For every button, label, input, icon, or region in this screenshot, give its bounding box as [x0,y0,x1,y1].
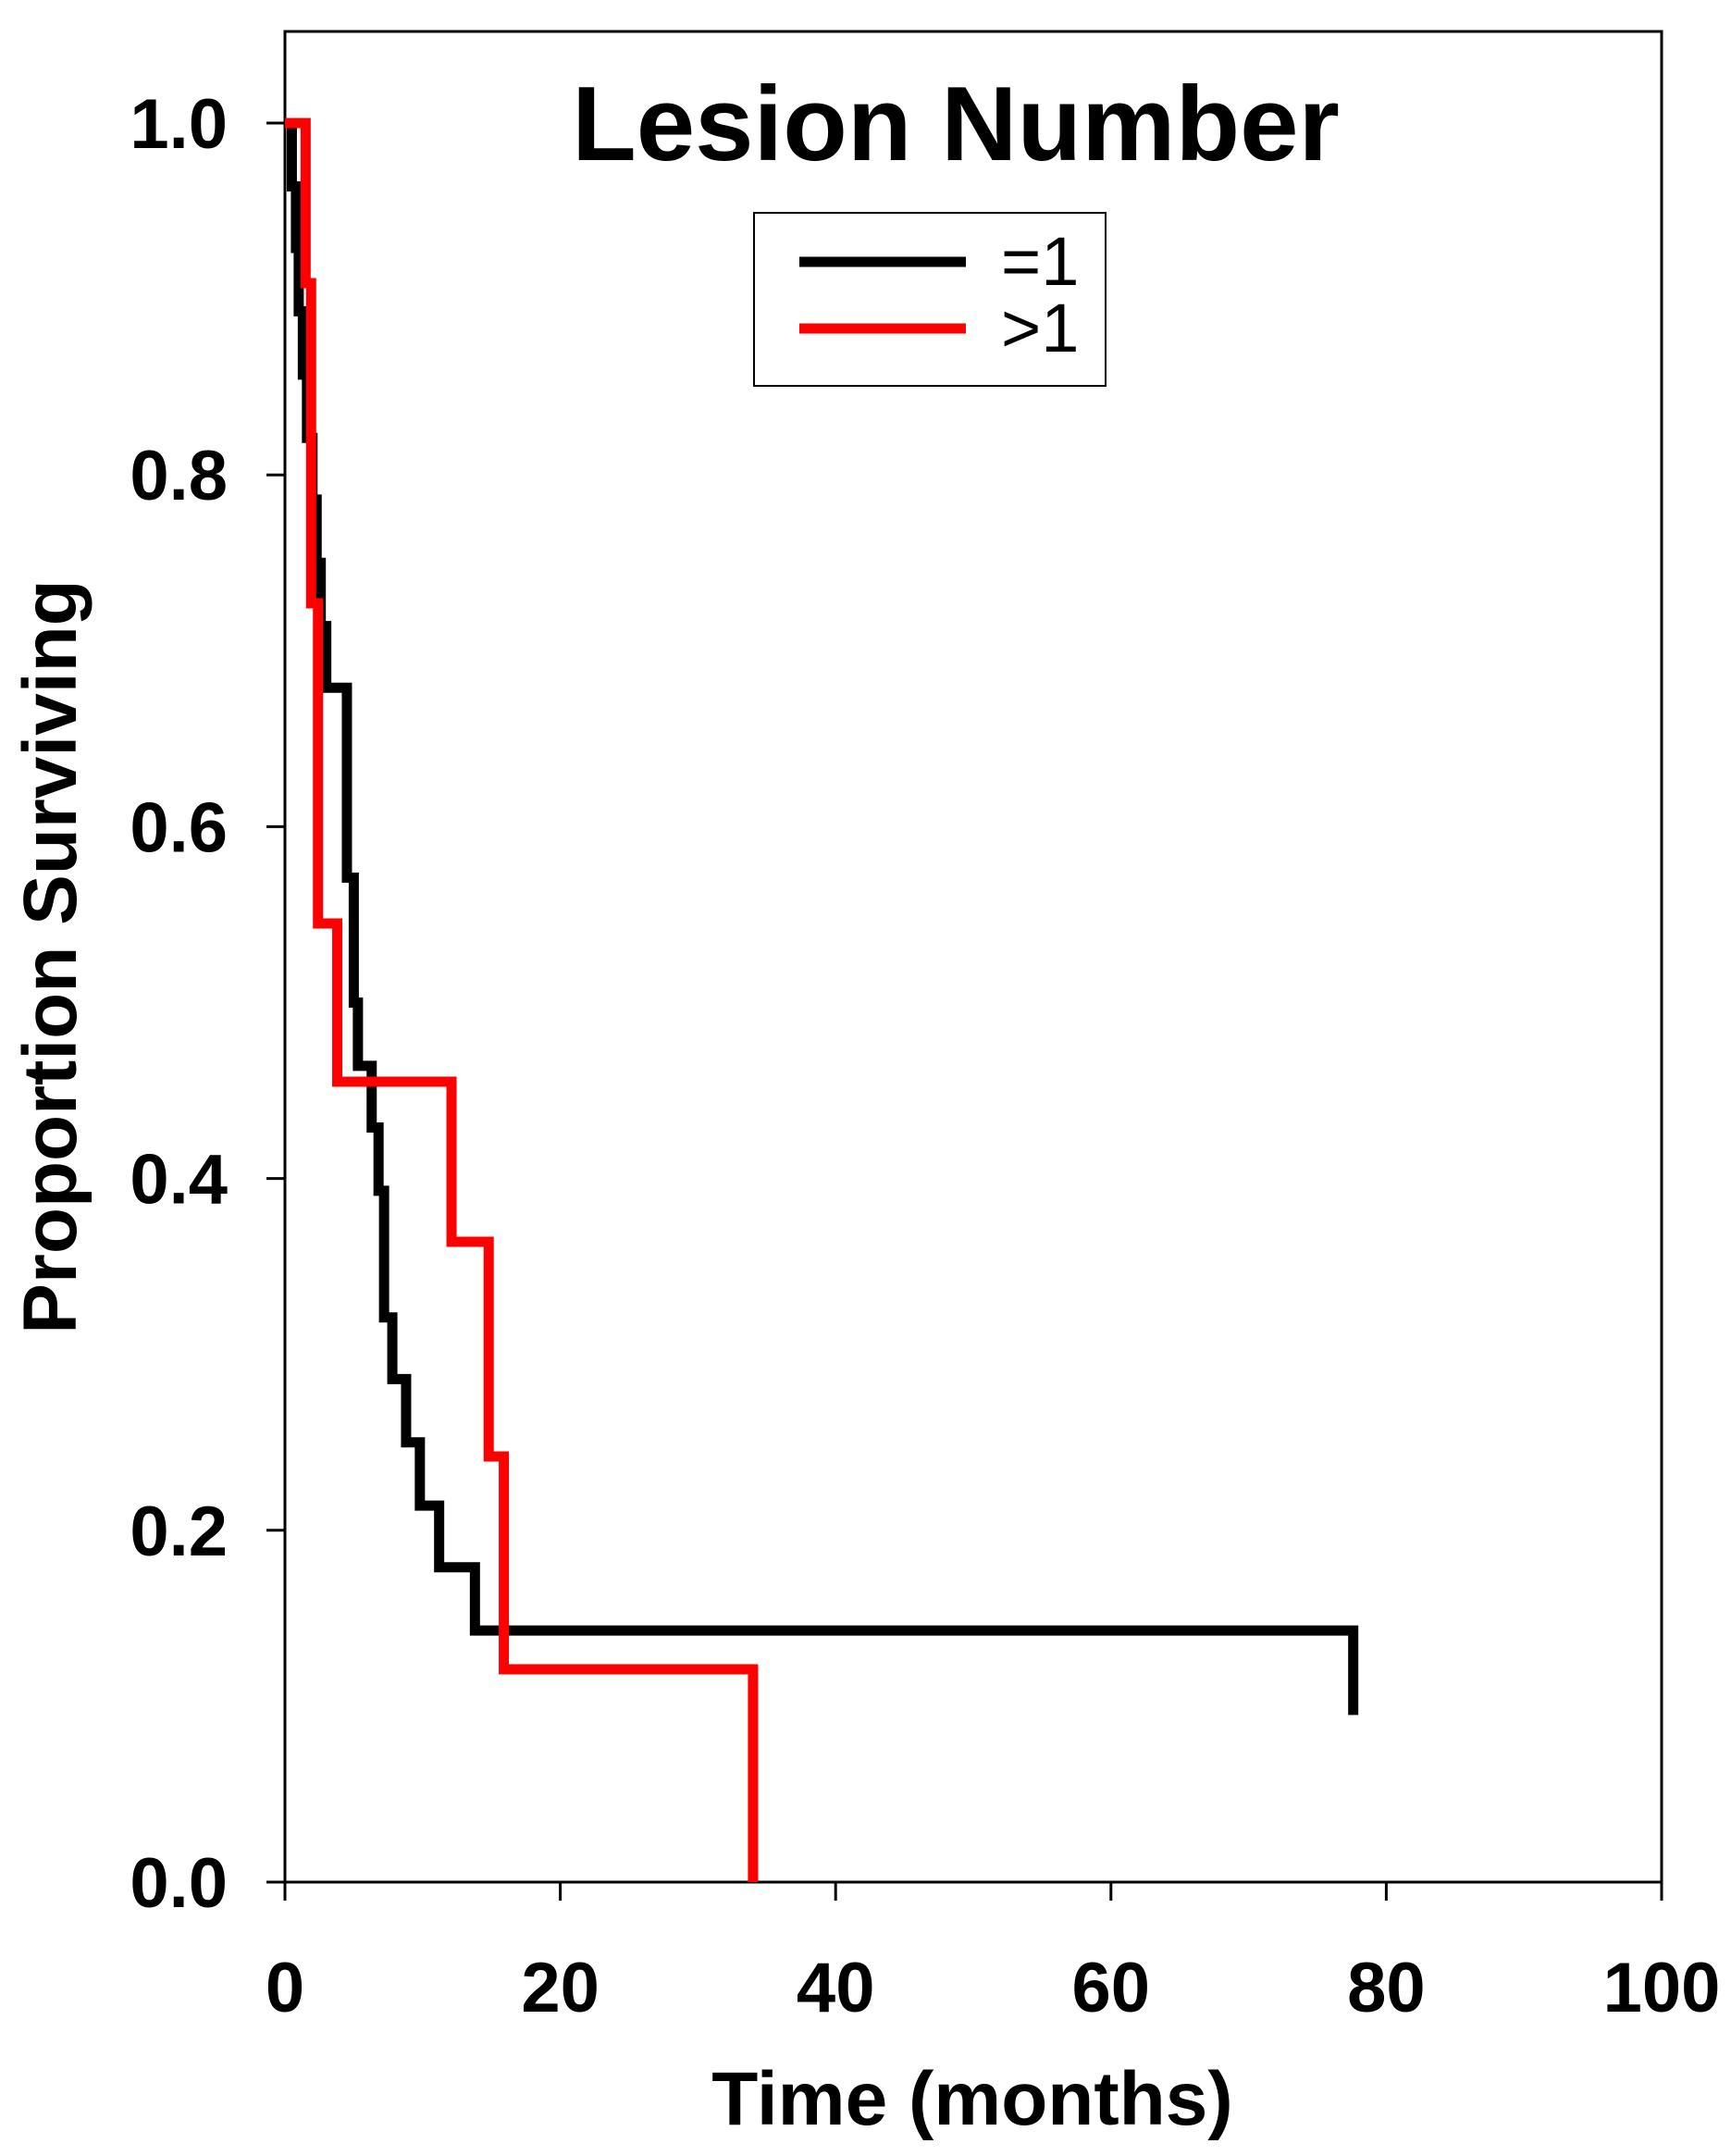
y-tick-label: 0.0 [130,1844,228,1923]
legend-label-equal-1: =1 [1001,223,1079,300]
x-axis-ticks: 0 20 40 60 80 100 [266,1882,1721,2027]
x-axis-title: Time (months) [711,2057,1232,2141]
y-tick-label: 0.6 [130,788,228,867]
legend-box [753,212,1107,387]
x-tick-label: 20 [521,1949,600,2027]
x-tick-label: 80 [1347,1949,1426,2027]
plot-frame [283,30,1663,1884]
y-tick-label: 0.4 [130,1141,228,1220]
x-tick-label: 60 [1072,1949,1151,2027]
x-tick-label: 100 [1603,1949,1721,2027]
y-tick-label: 0.2 [130,1493,228,1571]
y-tick-label: 1.0 [130,85,228,164]
legend: =1 >1 [753,212,1107,387]
y-axis-title: Proportion Surviving [8,579,93,1333]
x-tick-label: 0 [266,1949,304,2027]
y-tick-label: 0.8 [130,437,228,515]
y-axis-ticks: 0.0 0.2 0.4 0.6 0.8 1.0 [130,85,285,1923]
x-tick-label: 40 [797,1949,875,2027]
series-layer [284,118,1359,1883]
series-line-equal-1 [285,118,1359,1716]
chart-title: Lesion Number [572,66,1340,183]
legend-label-greater-1: >1 [1001,290,1079,366]
